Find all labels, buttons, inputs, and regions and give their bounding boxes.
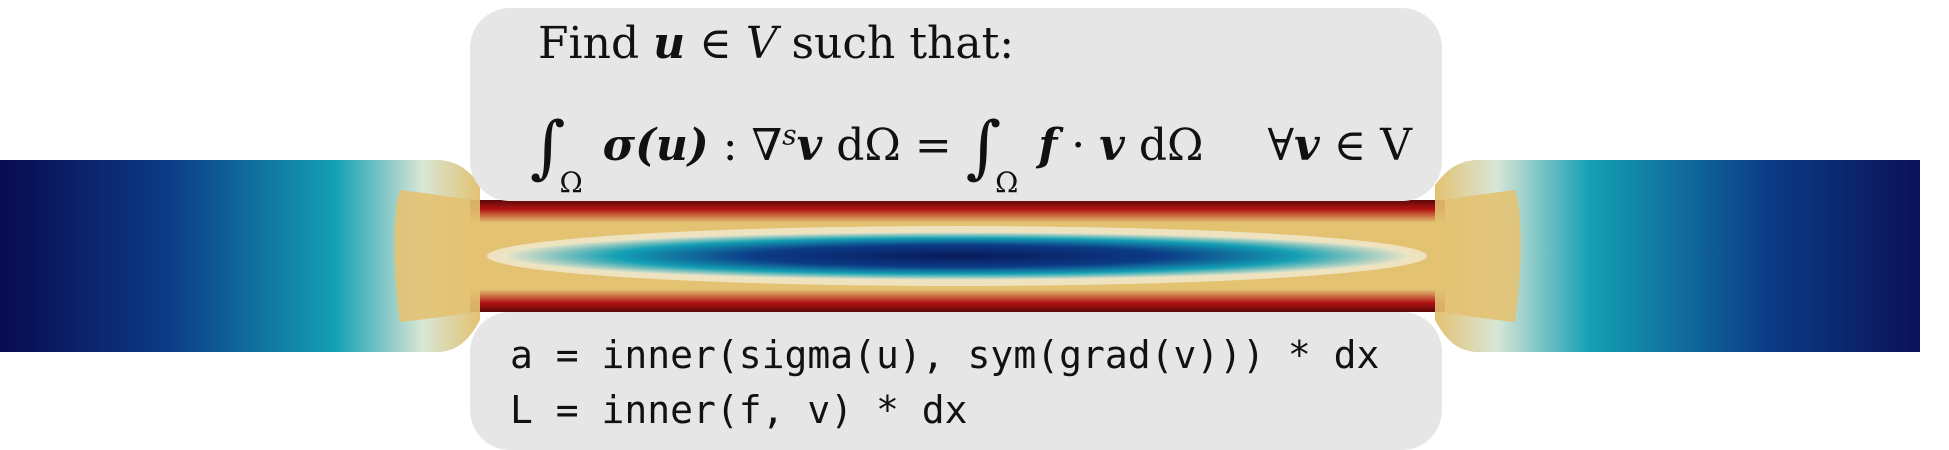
v-rhs: v — [1099, 120, 1125, 171]
sigma-arg: (u) — [635, 120, 709, 171]
in-symbol: ∈ — [699, 18, 732, 69]
u-symbol: u — [653, 18, 686, 69]
find-prefix: Find — [538, 18, 640, 69]
domain-lhs: Ω — [559, 166, 583, 199]
dot-op: · — [1057, 120, 1100, 171]
right-grip — [1435, 160, 1949, 352]
dOmega-rhs: dΩ — [1124, 120, 1204, 171]
integral-rhs: ∫ — [965, 108, 1002, 187]
domain-rhs: Ω — [995, 166, 1019, 199]
weak-form-statement: Find u ∈ V such that: — [538, 18, 1014, 69]
grad-sup: s — [782, 118, 797, 152]
right-transition — [1435, 190, 1521, 322]
integral-lhs: ∫ — [530, 108, 566, 187]
left-grip — [0, 160, 480, 352]
v-lhs: v — [796, 120, 823, 171]
in-space: ∈ V — [1319, 120, 1412, 171]
code-line-a: a = inner(sigma(u), sym(grad(v))) * dx — [510, 333, 1380, 377]
right-edge — [1920, 160, 1949, 352]
weak-form-equation: ∫Ω σ(u) : ∇sv dΩ = ∫Ω f · v dΩ ∀v ∈ V — [530, 98, 1412, 199]
find-suffix: such that: — [791, 18, 1015, 69]
v-space: V — [745, 18, 778, 69]
equals: = — [900, 120, 966, 171]
weak-form-panel — [470, 8, 1442, 201]
core-region — [502, 232, 1412, 280]
left-transition — [394, 190, 480, 322]
dOmega-lhs: dΩ — [822, 120, 901, 171]
sigma-symbol: σ — [602, 120, 636, 171]
grad-symbol: ∇ — [751, 120, 783, 171]
f-symbol: f — [1038, 120, 1058, 171]
colon-op: : — [708, 120, 752, 171]
code-line-l: L = inner(f, v) * dx — [510, 388, 968, 432]
forall: ∀ — [1267, 120, 1295, 171]
code-panel — [470, 312, 1442, 450]
v-forall: v — [1294, 120, 1320, 171]
